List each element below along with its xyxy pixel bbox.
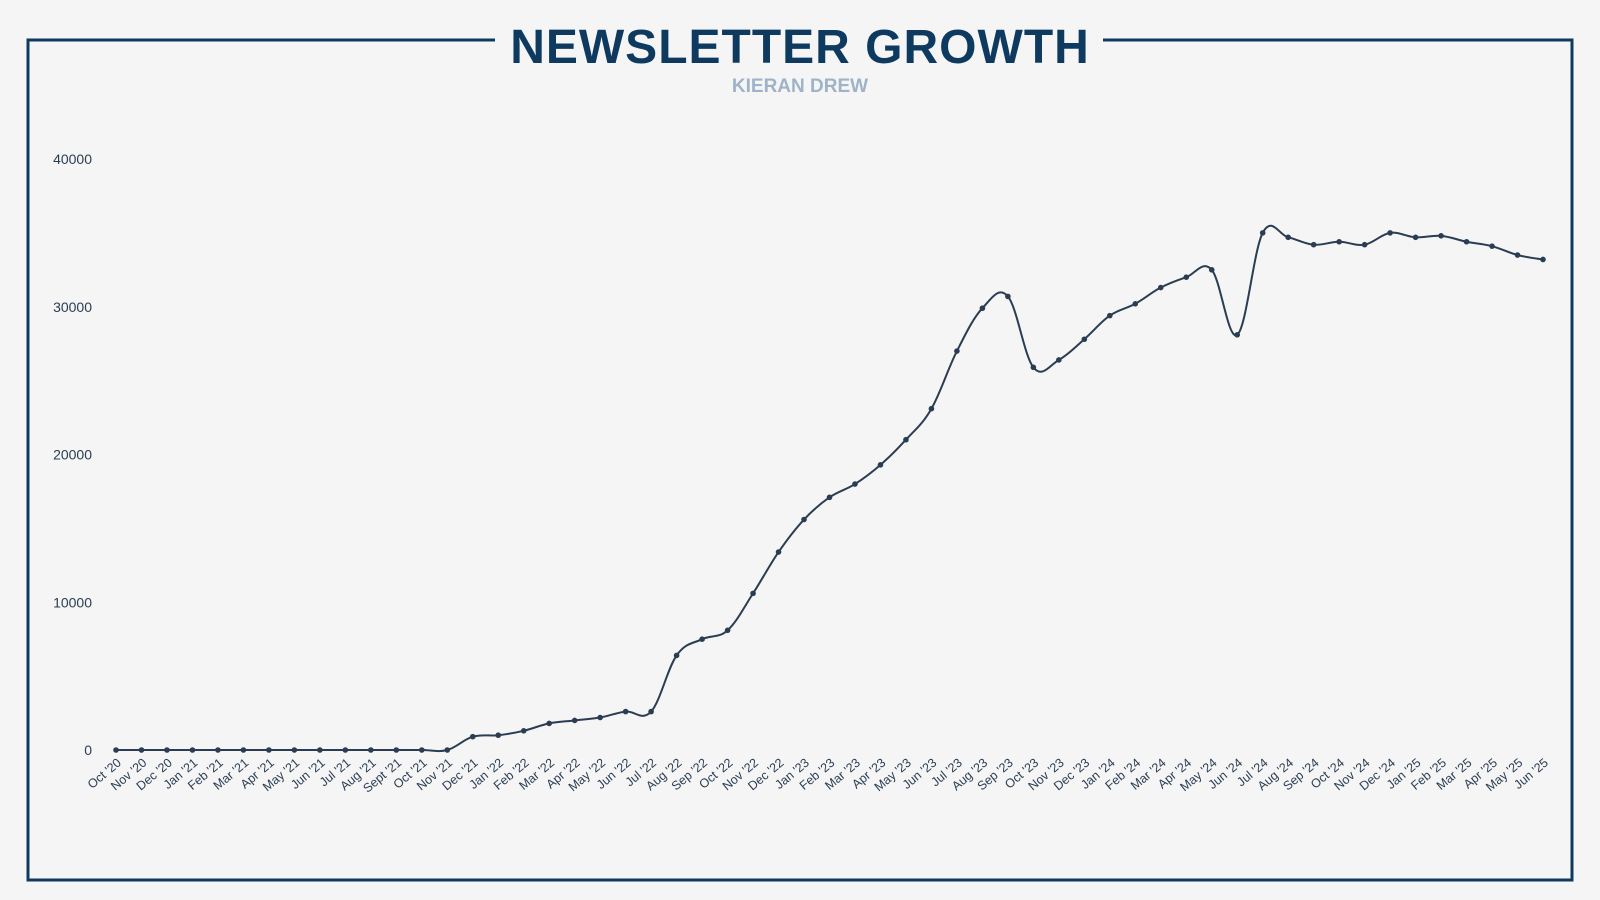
data-point [444,747,451,753]
data-point [1259,230,1266,236]
data-point [1183,274,1190,281]
chart-subtitle: KIERAN DREW [732,76,868,97]
data-point [928,405,935,412]
data-point [520,727,527,734]
data-point [1056,357,1062,363]
data-point [368,747,374,753]
data-point [1157,284,1164,291]
data-point [750,590,756,597]
data-point [699,636,705,642]
data-point [801,516,807,523]
data-point [597,714,603,721]
data-point [877,462,884,468]
data-point [342,747,349,753]
data-point [469,733,476,740]
data-point [724,627,731,634]
data-point [393,747,400,753]
data-point [1514,252,1521,258]
data-point [852,481,858,487]
data-point [266,747,272,753]
data-point [1387,230,1393,236]
y-tick-label: 40000 [53,151,92,167]
data-point [648,708,654,715]
data-point [826,494,833,501]
data-point [1463,238,1470,245]
series-layer [113,224,1546,753]
chart-title: NEWSLETTER GROWTH [510,21,1090,74]
data-point [291,747,298,753]
data-point [495,732,502,739]
y-tick-label: 0 [84,742,92,758]
data-point [215,747,221,753]
data-point [571,717,578,724]
data-point [1081,336,1088,343]
data-point [1361,241,1368,248]
data-point [164,747,170,753]
data-point [546,720,552,727]
data-point [673,652,680,659]
data-point [1107,312,1113,319]
data-point [1489,243,1495,249]
chart-frame [26,38,1574,882]
frame-border [26,38,1574,882]
y-tick-label: 20000 [53,447,92,463]
data-point [622,708,629,715]
data-point [1412,234,1419,241]
y-tick-label: 10000 [53,594,92,610]
data-point [1005,293,1011,300]
data-point [1208,267,1215,273]
data-point [418,747,425,753]
data-point [775,549,782,555]
data-point [1285,234,1291,241]
data-point [979,305,986,312]
data-point [113,747,119,753]
data-point [1030,364,1037,371]
data-point [954,348,960,354]
data-point [189,747,196,753]
data-point [317,747,323,753]
series-line [115,224,1544,753]
y-axis: 0 10000 20000 30000 40000 [53,151,92,758]
data-point [240,747,247,753]
y-tick-label: 30000 [53,299,92,315]
data-point [1132,300,1139,307]
data-point [1438,233,1444,239]
data-point [903,436,909,443]
data-point [1336,238,1342,245]
data-point [138,747,145,753]
data-point [1310,241,1317,248]
data-point [1234,332,1241,338]
data-point [1540,256,1546,263]
